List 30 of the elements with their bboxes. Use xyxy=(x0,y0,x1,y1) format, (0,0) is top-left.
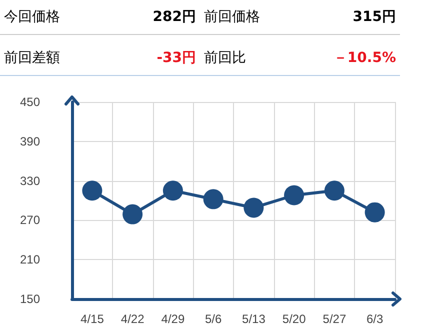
point xyxy=(162,180,183,201)
text: 315円 xyxy=(352,8,396,26)
y-tick-label: 150 xyxy=(20,292,40,306)
x-tick-label: 4/29 xyxy=(161,312,185,326)
text: 前回差額 xyxy=(4,49,60,67)
y-tick-label: 450 xyxy=(20,95,40,109)
x-tick-label: 5/27 xyxy=(322,312,346,326)
x-tick-label: 6/3 xyxy=(366,312,384,326)
point xyxy=(203,189,224,210)
x-tick-label: 4/22 xyxy=(120,312,145,326)
y-tick-label: 270 xyxy=(20,213,40,228)
point xyxy=(364,202,385,222)
y-tick-label: 390 xyxy=(20,134,40,148)
text: －10.5% xyxy=(333,49,396,67)
point xyxy=(82,180,102,201)
text: -33円 xyxy=(156,49,196,67)
point xyxy=(122,204,143,224)
point xyxy=(284,185,304,206)
point xyxy=(324,180,344,201)
x-tick-label: 4/15 xyxy=(80,312,104,326)
text: 282円 xyxy=(152,8,196,26)
point xyxy=(244,198,264,218)
text: 前回比 xyxy=(204,49,246,67)
y-tick-label: 330 xyxy=(20,174,40,188)
x-tick-label: 5/6 xyxy=(204,312,222,326)
y-tick-label: 210 xyxy=(20,252,40,267)
text: 前回価格 xyxy=(204,8,260,26)
x-tick-label: 5/13 xyxy=(242,312,266,326)
text: 今回価格 xyxy=(4,8,60,26)
x-tick-label: 5/20 xyxy=(282,312,306,326)
